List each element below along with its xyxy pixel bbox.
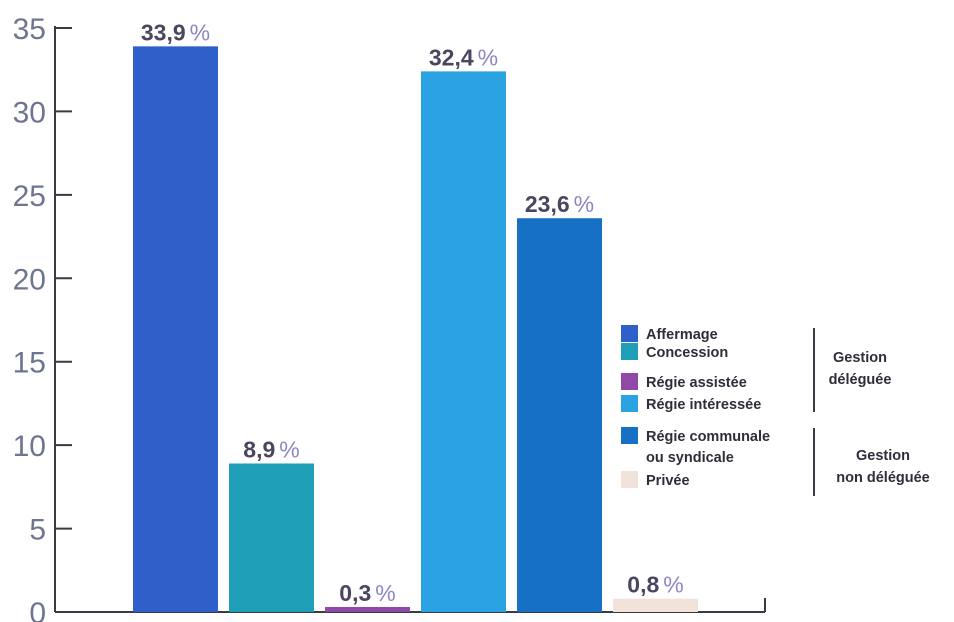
data-label-unit: % bbox=[279, 436, 299, 462]
data-label: 8,9% bbox=[243, 436, 299, 462]
data-label-value: 33,9 bbox=[141, 19, 186, 45]
legend-swatch bbox=[621, 325, 638, 342]
legend-swatch bbox=[621, 427, 638, 444]
group-label: non déléguée bbox=[836, 470, 929, 486]
legend-swatch bbox=[621, 343, 638, 360]
group-label: déléguée bbox=[829, 372, 892, 388]
value-labels: 33,9 %8,9 %0,3 %32,4 %23,6 %0,8% bbox=[141, 19, 684, 606]
data-label-unit: % bbox=[574, 191, 594, 217]
y-tick-label: 5 bbox=[29, 514, 46, 547]
y-tick-label: 20 bbox=[13, 263, 46, 296]
bar bbox=[229, 463, 314, 612]
data-label-value: 0,3 bbox=[339, 580, 371, 606]
group-label: Gestion bbox=[856, 448, 910, 464]
data-label-value: 8,9 bbox=[243, 436, 275, 462]
data-label-unit: % bbox=[190, 19, 210, 45]
bar bbox=[517, 218, 602, 612]
legend-swatch bbox=[621, 395, 638, 412]
bar bbox=[133, 46, 218, 612]
legend-label: ou syndicale bbox=[646, 450, 734, 466]
data-label-value: 0,8 bbox=[627, 572, 659, 598]
data-label-value: 23,6 bbox=[525, 191, 570, 217]
data-label-unit: % bbox=[663, 572, 683, 598]
bar bbox=[325, 606, 410, 612]
y-tick-label: 35 bbox=[13, 13, 46, 46]
legend-label: Régie communale bbox=[646, 429, 770, 445]
data-label-unit: % bbox=[478, 44, 498, 70]
y-tick-label: 0 bbox=[29, 597, 46, 622]
data-label: 32,4% bbox=[429, 44, 498, 70]
data-label-value: 32,4 bbox=[429, 44, 474, 70]
group-label: Gestion bbox=[833, 350, 887, 366]
legend-label: Concession bbox=[646, 345, 728, 361]
data-label-unit: % bbox=[375, 580, 395, 606]
legend-label: Régie intéressée bbox=[646, 397, 761, 413]
legend-swatch bbox=[621, 471, 638, 488]
legend-label: Régie assistée bbox=[646, 375, 747, 391]
legend: Affermage Concession Régie assistée Régie i… bbox=[621, 325, 930, 496]
legend-label: Affermage bbox=[646, 327, 718, 343]
bars bbox=[133, 46, 698, 612]
bar bbox=[421, 71, 506, 612]
axes: 0 5 10 15 20 25 30 35 bbox=[13, 13, 766, 622]
y-tick-label: 25 bbox=[13, 180, 46, 213]
data-label: 0,3% bbox=[339, 580, 395, 606]
y-tick-label: 10 bbox=[13, 430, 46, 463]
bar bbox=[613, 598, 698, 612]
legend-swatch bbox=[621, 373, 638, 390]
y-tick-label: 15 bbox=[13, 347, 46, 380]
data-label: 0,8% bbox=[627, 572, 683, 598]
data-label: 33,9% bbox=[141, 19, 210, 45]
legend-label: Privée bbox=[646, 473, 690, 489]
y-tick-label: 30 bbox=[13, 96, 46, 129]
data-label: 23,6% bbox=[525, 191, 594, 217]
